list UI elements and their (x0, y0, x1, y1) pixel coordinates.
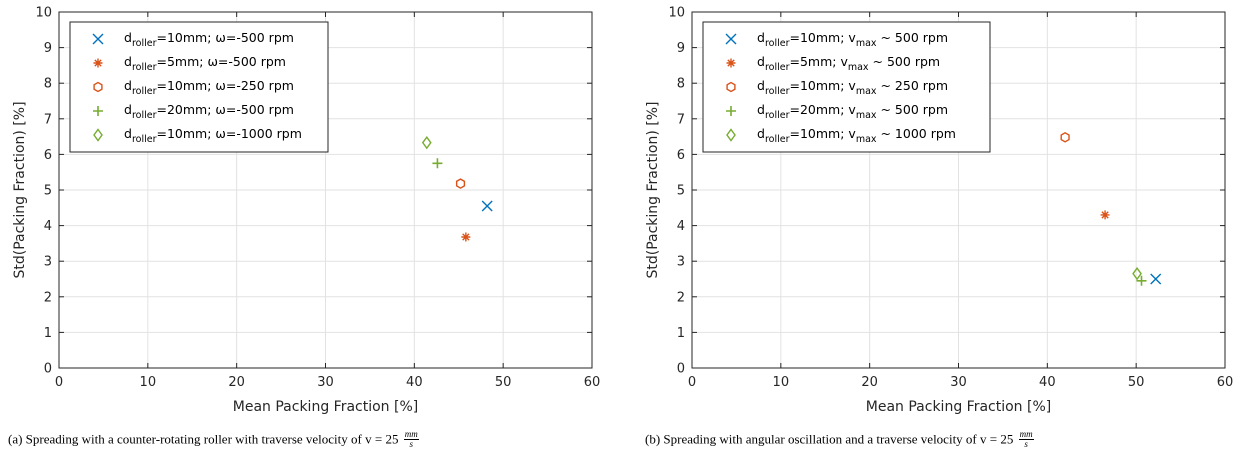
x-tick-label: 0 (688, 375, 696, 390)
y-tick-label: 5 (44, 184, 52, 199)
y-tick-label: 1 (677, 326, 685, 341)
legend-marker (92, 33, 104, 45)
legend-marker (93, 81, 103, 93)
data-point (1060, 132, 1070, 143)
y-tick-label: 8 (677, 77, 685, 92)
y-tick-label: 5 (677, 184, 685, 199)
x-tick-label: 60 (1217, 375, 1234, 390)
legend-marker (93, 128, 103, 142)
unit-numerator: mm (1018, 429, 1034, 440)
legend-label: droller=5mm; vmax ~ 500 rpm (757, 54, 940, 73)
x-tick-label: 40 (1039, 375, 1056, 390)
x-tick-label: 10 (773, 375, 790, 390)
caption-b-unit: mm s (1018, 429, 1034, 449)
y-tick-label: 4 (44, 219, 52, 234)
caption-b: (b) Spreading with angular oscillation a… (645, 430, 1034, 449)
x-axis-label: Mean Packing Fraction [%] (233, 399, 418, 415)
data-point (1132, 266, 1142, 281)
y-tick-label: 0 (44, 362, 52, 377)
legend-label: droller=10mm; vmax ~ 1000 rpm (757, 126, 956, 145)
legend-label: droller=20mm; vmax ~ 500 rpm (757, 102, 948, 121)
legend-marker (93, 58, 103, 68)
legend-label: droller=10mm; vmax ~ 250 rpm (757, 78, 948, 97)
data-point (1150, 273, 1162, 285)
legend-marker (726, 128, 736, 142)
legend-box (69, 21, 329, 153)
caption-a-unit: mm s (403, 429, 419, 449)
legend-marker (93, 106, 103, 116)
legend-label: droller=10mm; ω=-500 rpm (124, 30, 294, 49)
data-point (421, 135, 432, 150)
x-tick-label: 0 (55, 375, 63, 390)
x-tick-label: 60 (584, 375, 601, 390)
caption-b-text: (b) Spreading with angular oscillation a… (645, 431, 1014, 447)
y-tick-label: 10 (668, 6, 685, 21)
chart-a: 0 10 20 30 40 50 60 0 1 2 3 4 5 6 7 8 9 10 Mean Packing Fr… (12, 6, 600, 416)
x-tick-label: 10 (140, 375, 157, 390)
data-point (455, 178, 466, 189)
y-tick-label: 8 (44, 77, 52, 92)
y-tick-label: 9 (44, 41, 52, 56)
y-tick-label: 6 (677, 148, 685, 163)
y-tick-label: 2 (44, 290, 52, 305)
legend-marker (725, 33, 737, 45)
data-point (432, 158, 443, 169)
legend-marker (726, 58, 736, 68)
y-tick-label: 9 (677, 41, 685, 56)
legend-marker (726, 81, 736, 93)
y-tick-label: 7 (677, 112, 685, 127)
y-tick-label: 7 (44, 112, 52, 127)
x-axis-label: Mean Packing Fraction [%] (866, 399, 1051, 415)
y-tick-label: 3 (44, 255, 52, 270)
legend-box (702, 21, 991, 153)
caption-a: (a) Spreading with a counter-rotating ro… (8, 430, 419, 449)
y-tick-label: 6 (44, 148, 52, 163)
x-tick-label: 30 (950, 375, 967, 390)
legend-label: droller=20mm; ω=-500 rpm (124, 102, 294, 121)
legend-label: droller=5mm; ω=-500 rpm (124, 54, 286, 73)
x-tick-label: 30 (317, 375, 334, 390)
unit-denominator: s (1024, 439, 1028, 449)
data-point (1100, 210, 1110, 220)
y-tick-label: 4 (677, 219, 685, 234)
unit-numerator: mm (403, 429, 419, 440)
legend-marker (726, 106, 736, 116)
chart-b: 0 10 20 30 40 50 60 0 1 2 3 4 5 6 7 8 9 10 Mean Packing Fr… (645, 6, 1233, 416)
legend-label: droller=10mm; ω=-250 rpm (124, 78, 294, 97)
unit-denominator: s (409, 439, 413, 449)
caption-a-text: (a) Spreading with a counter-rotating ro… (8, 431, 399, 447)
y-tick-label: 10 (35, 6, 52, 21)
x-tick-label: 40 (406, 375, 423, 390)
y-axis-label: Std(Packing Fraction) [%] (12, 101, 28, 278)
data-point (481, 200, 493, 212)
y-tick-label: 1 (44, 326, 52, 341)
x-tick-label: 50 (495, 375, 512, 390)
data-point (1136, 275, 1147, 286)
y-axis-label: Std(Packing Fraction) [%] (645, 101, 661, 278)
y-tick-label: 0 (677, 362, 685, 377)
legend-label: droller=10mm; vmax ~ 500 rpm (757, 30, 948, 49)
data-point (461, 232, 471, 242)
y-tick-label: 3 (677, 255, 685, 270)
x-tick-label: 50 (1128, 375, 1145, 390)
x-tick-label: 20 (228, 375, 245, 390)
y-tick-label: 2 (677, 290, 685, 305)
legend-label: droller=10mm; ω=-1000 rpm (124, 126, 302, 145)
x-tick-label: 20 (861, 375, 878, 390)
